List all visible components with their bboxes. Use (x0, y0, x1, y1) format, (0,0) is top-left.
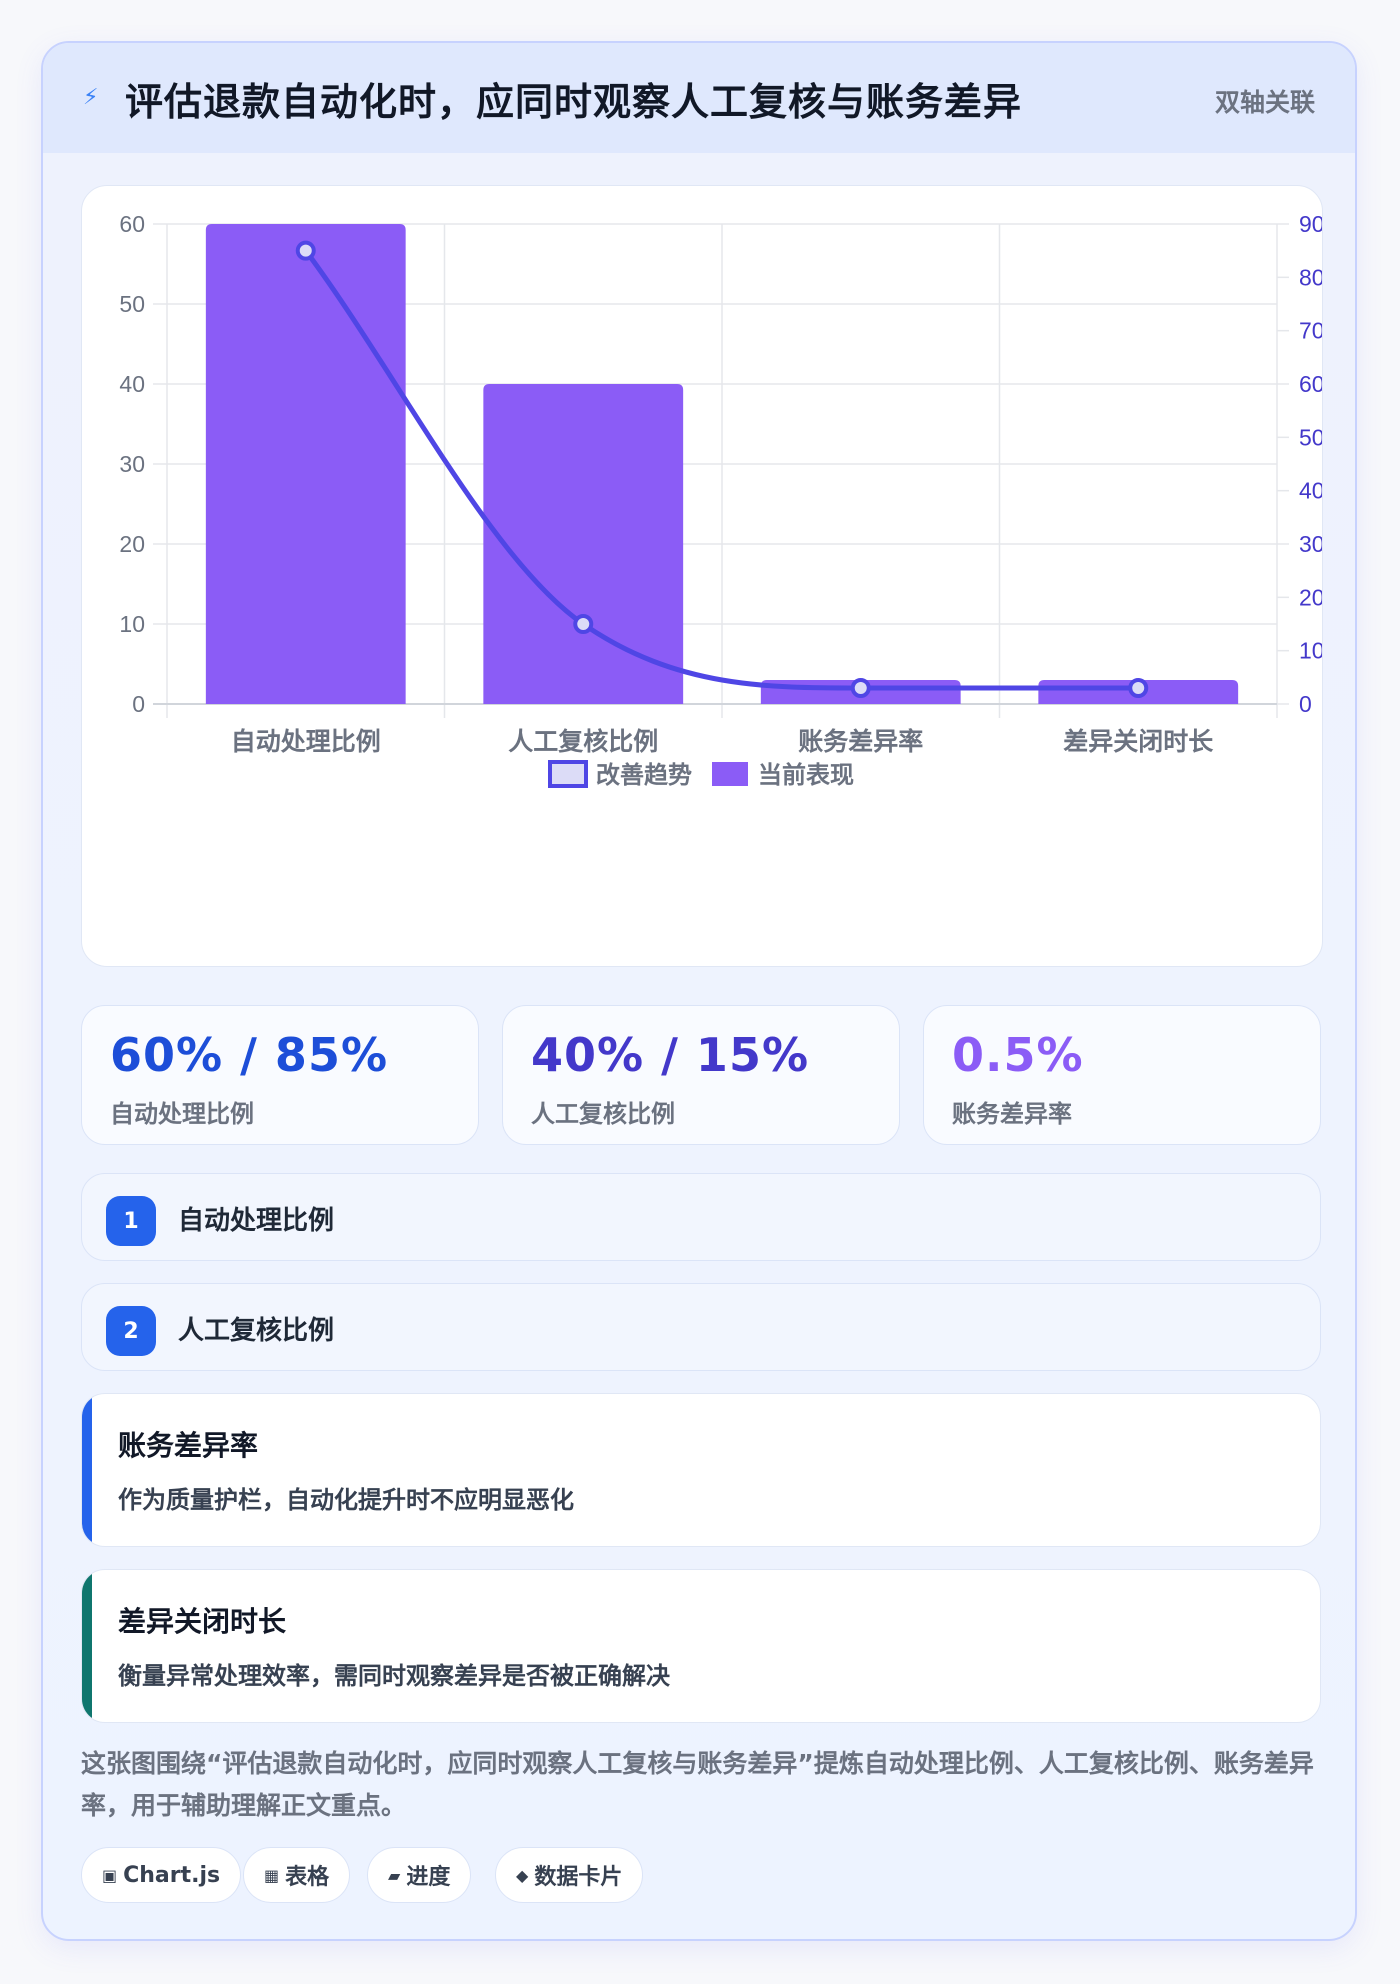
y-tick-label-right: 50 (1299, 424, 1322, 450)
line-point-人工复核比例 (573, 614, 594, 634)
y-tick-label-left: 60 (119, 211, 145, 237)
step-number-badge: 2 (106, 1306, 156, 1356)
note-description: 作为质量护栏，自动化提升时不应明显恶化 (118, 1486, 574, 1514)
y-tick-label-right: 60 (1299, 371, 1322, 397)
x-tick-label: 人工复核比例 (508, 727, 658, 756)
line-improvement-trend (303, 249, 1139, 691)
stat-label: 账务差异率 (952, 1100, 1072, 1128)
stat-card-auto: 60% / 85% 自动处理比例 (81, 1005, 479, 1145)
x-tick-label: 自动处理比例 (231, 727, 381, 756)
stat-label: 人工复核比例 (531, 1100, 675, 1128)
legend-swatch-bar (712, 762, 748, 786)
stat-card-diff: 0.5% 账务差异率 (923, 1005, 1321, 1145)
line-point-差异关闭时长 (1128, 678, 1149, 698)
y-tick-label-right: 70 (1299, 318, 1322, 344)
progress-icon: ▰ (388, 1865, 401, 1885)
chip-label: 数据卡片 (534, 1865, 623, 1890)
note-card-close-time: 差异关闭时长 衡量异常处理效率，需同时观察差异是否被正确解决 (81, 1569, 1321, 1723)
chip-label: 表格 (285, 1865, 330, 1890)
stat-value: 40% / 15% (531, 1028, 810, 1082)
dual-axis-tag: 双轴关联 (1214, 88, 1315, 117)
stat-card-manual: 40% / 15% 人工复核比例 (502, 1005, 900, 1145)
y-tick-label-right: 20 (1299, 584, 1322, 610)
step-item-2[interactable]: 2 人工复核比例 (81, 1283, 1321, 1371)
main-card: ⚡ 评估退款自动化时，应同时观察人工复核与账务差异 双轴关联 0 10 20 30 40… (41, 41, 1357, 1941)
y-tick-label-left: 10 (119, 611, 145, 637)
x-tick-label: 差异关闭时长 (1063, 727, 1214, 756)
y-tick-label-right: 40 (1299, 478, 1322, 504)
y-tick-label-left: 50 (119, 291, 145, 317)
lightning-icon: ⚡ (83, 85, 99, 110)
legend-label: 改善趋势 (596, 761, 692, 789)
chip-progress[interactable]: ▰ 进度 (367, 1847, 472, 1903)
chip-label: 进度 (406, 1865, 451, 1890)
y-tick-label-right: 30 (1299, 531, 1322, 557)
y-tick-label-right: 10 (1299, 638, 1322, 664)
step-number-badge: 1 (106, 1196, 156, 1246)
summary-text: 这张图围绕“评估退款自动化时，应同时观察人工复核与账务差异”提炼自动处理比例、人… (81, 1749, 1314, 1820)
chart-icon: ▣ (102, 1865, 118, 1885)
y-tick-label-left: 40 (119, 371, 145, 397)
y-tick-label-right: 80 (1299, 264, 1322, 290)
note-title: 账务差异率 (118, 1429, 259, 1462)
chip-chartjs[interactable]: ▣ Chart.js (81, 1847, 242, 1903)
bar-人工复核比例 (483, 384, 684, 704)
note-card-diff-rate: 账务差异率 作为质量护栏，自动化提升时不应明显恶化 (81, 1393, 1321, 1547)
step-label: 自动处理比例 (178, 1206, 335, 1236)
note-description: 衡量异常处理效率，需同时观察差异是否被正确解决 (118, 1662, 670, 1690)
legend-label: 当前表现 (758, 761, 854, 789)
table-icon: ▦ (264, 1865, 280, 1885)
legend-swatch-line (548, 760, 588, 788)
chip-label: Chart.js (123, 1862, 221, 1888)
stat-value: 0.5% (952, 1028, 1084, 1082)
step-label: 人工复核比例 (178, 1316, 335, 1346)
line-point-账务差异率 (850, 678, 871, 698)
y-tick-label-left: 0 (132, 691, 145, 717)
y-tick-label-left: 20 (119, 531, 145, 557)
accent-bar (82, 1570, 92, 1722)
step-item-1[interactable]: 1 自动处理比例 (81, 1173, 1321, 1261)
data-card-icon: ◆ (516, 1865, 529, 1885)
x-tick-label: 账务差异率 (798, 727, 923, 756)
page-title: 评估退款自动化时，应同时观察人工复核与账务差异 (125, 80, 1023, 124)
stat-value: 60% / 85% (110, 1028, 389, 1082)
y-tick-label-left: 30 (119, 451, 145, 477)
header: ⚡ 评估退款自动化时，应同时观察人工复核与账务差异 双轴关联 (43, 43, 1355, 153)
chart-container: 0 10 20 30 40 50 60 0 10 20 30 40 50 60 70 80 90 自动处理比例 人工… (81, 185, 1323, 967)
chip-table[interactable]: ▦ 表格 (243, 1847, 351, 1903)
bar-自动处理比例 (205, 224, 406, 704)
accent-bar (82, 1394, 92, 1546)
y-tick-label-right: 0 (1299, 691, 1312, 717)
note-title: 差异关闭时长 (118, 1605, 287, 1638)
y-tick-label-right: 90 (1299, 211, 1322, 237)
line-point-自动处理比例 (295, 240, 316, 261)
chip-data-card[interactable]: ◆ 数据卡片 (495, 1847, 644, 1903)
stat-label: 自动处理比例 (110, 1100, 254, 1128)
combo-chart: 0 10 20 30 40 50 60 0 10 20 30 40 50 60 70 80 90 自动处理比例 人工… (119, 211, 1322, 789)
